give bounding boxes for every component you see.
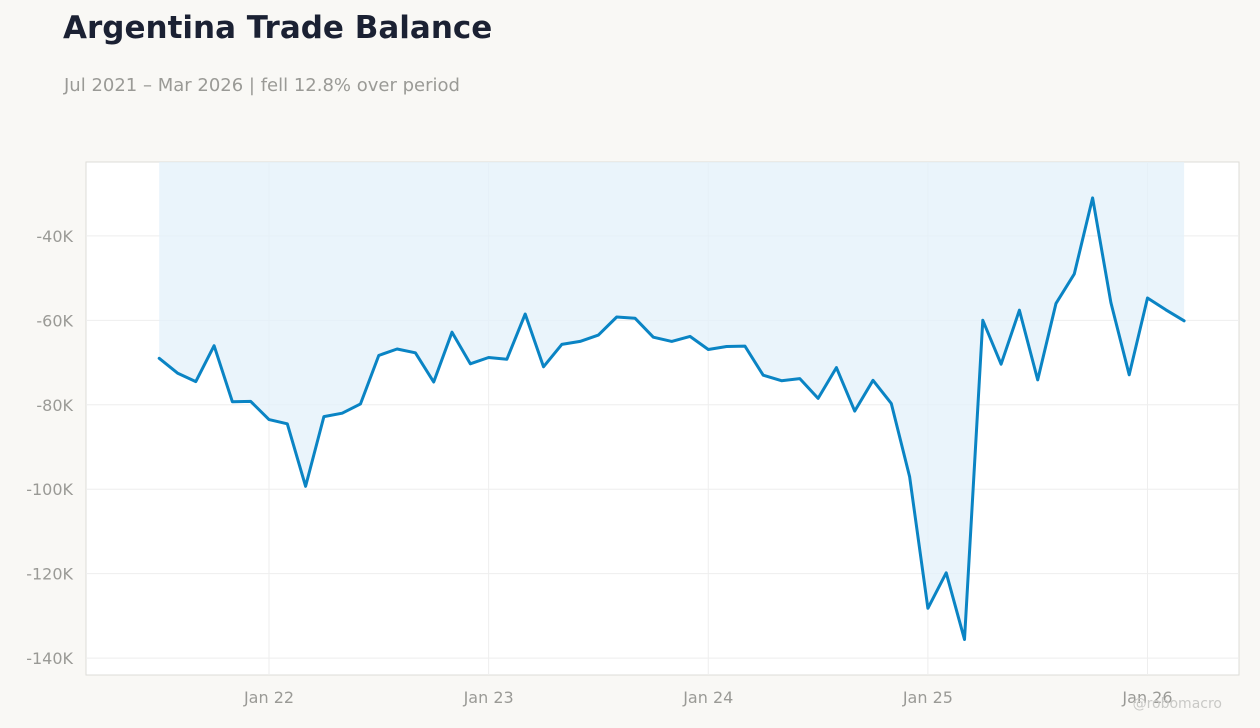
chart-subtitle: Jul 2021 – Mar 2026 | fell 12.8% over pe… xyxy=(64,75,460,96)
x-tick-label: Jan 25 xyxy=(902,688,953,707)
y-tick-label: -80K xyxy=(36,396,73,415)
watermark: @robomacro xyxy=(1132,696,1222,712)
chart-title: Argentina Trade Balance xyxy=(63,10,493,46)
area-fill xyxy=(159,162,1185,640)
x-axis: Jan 22 Jan 23 Jan 24 Jan 25 Jan 26 xyxy=(243,688,1173,707)
y-tick-label: -140K xyxy=(26,649,73,668)
y-tick-label: -120K xyxy=(26,565,73,584)
x-tick-label: Jan 23 xyxy=(463,688,514,707)
series-line xyxy=(157,196,1186,641)
y-tick-label: -60K xyxy=(36,311,73,330)
x-tick-label: Jan 22 xyxy=(243,688,294,707)
x-tick-label: Jan 26 xyxy=(1121,688,1172,707)
y-tick-label: -100K xyxy=(26,480,73,499)
y-axis: -40K -60K -80K -100K -120K -140K xyxy=(26,227,73,668)
x-tick-label: Jan 24 xyxy=(682,688,733,707)
y-tick-label: -40K xyxy=(36,227,73,246)
area-layer xyxy=(159,162,1185,640)
line-layer xyxy=(157,196,1186,641)
